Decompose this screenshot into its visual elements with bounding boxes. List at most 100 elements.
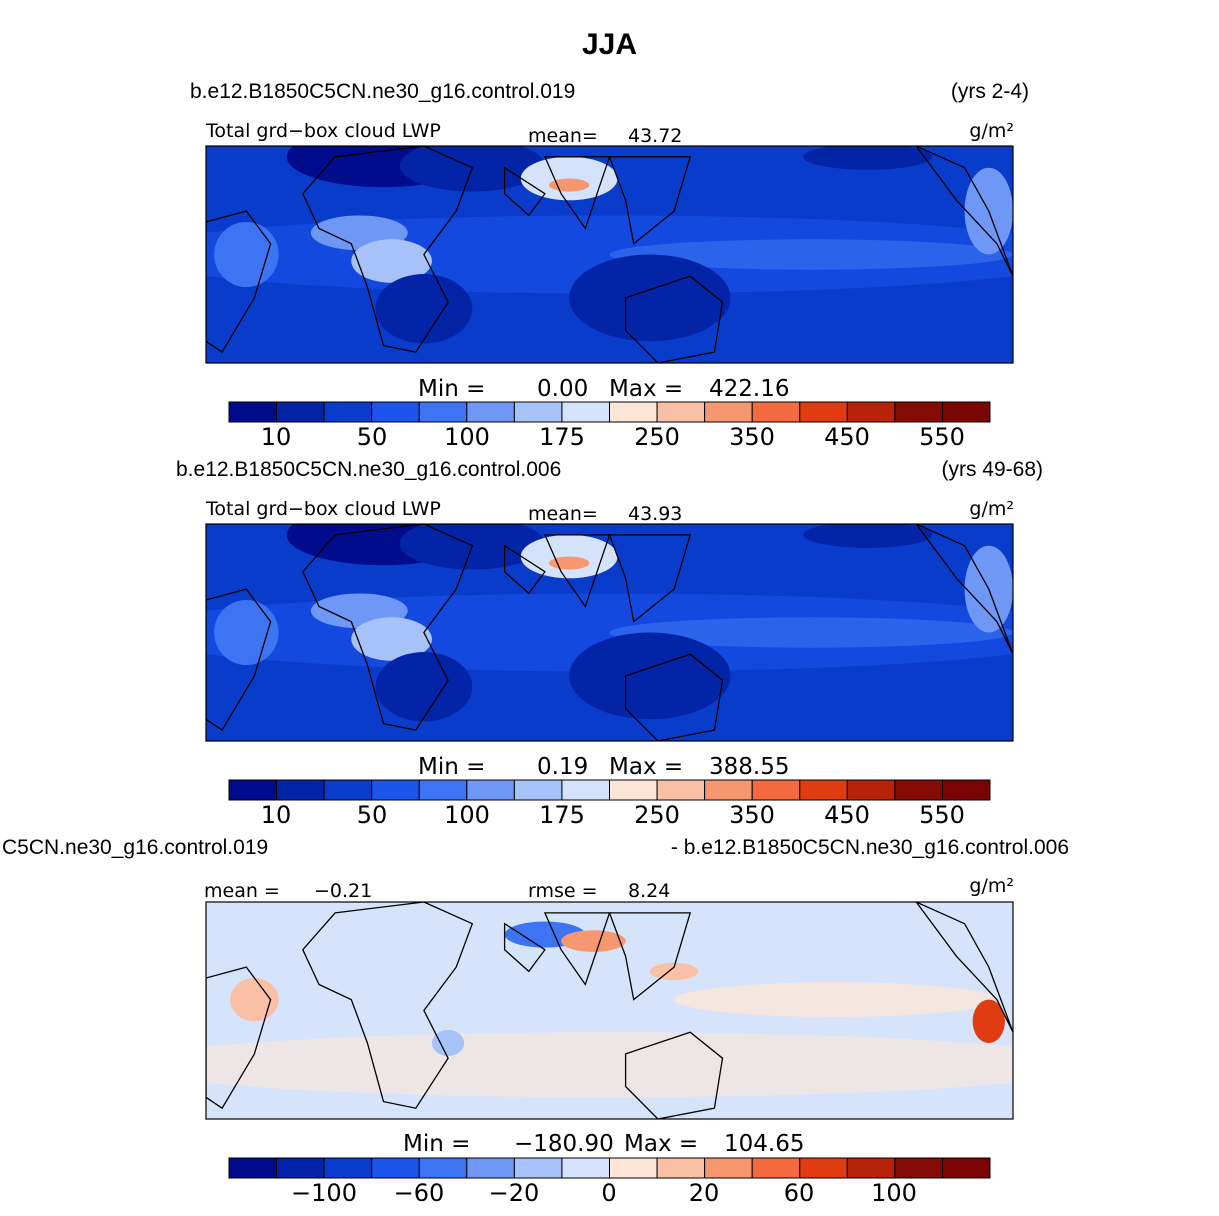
field-contour <box>803 524 933 548</box>
colorbar-box <box>513 1157 563 1179</box>
colorbar-box <box>799 779 848 801</box>
field-contour <box>206 1032 1013 1098</box>
colorbar-box <box>799 1157 848 1179</box>
panel1-cb-tick: 175 <box>539 423 585 451</box>
coastline <box>624 275 724 363</box>
colorbar-box <box>323 401 373 423</box>
panel1-cb-tick: 450 <box>824 423 870 451</box>
panel2-stat-value: 43.93 <box>628 503 683 525</box>
colorbar-box <box>894 779 943 801</box>
coastline <box>624 653 724 741</box>
field-contour <box>649 962 699 981</box>
panel1-frame <box>205 145 1014 364</box>
panel3-units: g/m² <box>969 875 1014 897</box>
field-contour <box>561 930 626 952</box>
colorbar-box <box>894 401 943 423</box>
panel1-min-value: 0.00 <box>537 376 589 402</box>
field-contour <box>972 999 1005 1044</box>
panel1-years-label: (yrs 2-4) <box>950 80 1029 103</box>
panel1-cb-tick: 50 <box>356 423 388 451</box>
field-contour <box>230 977 279 1022</box>
panel3-min-value: −180.90 <box>514 1131 614 1157</box>
panel3-mean-label: mean = <box>204 880 280 902</box>
coastline <box>503 544 546 595</box>
colorbar-box <box>656 401 706 423</box>
panel2-field-label: Total grd−box cloud LWP <box>206 498 441 520</box>
colorbar-box <box>466 1157 515 1179</box>
field-contour <box>609 239 1013 270</box>
panel2-map <box>206 524 1013 741</box>
panel1-max-value: 422.16 <box>709 376 790 402</box>
colorbar-box <box>846 779 896 801</box>
coastline <box>915 146 1013 277</box>
field-contour <box>351 617 432 661</box>
colorbar-box <box>513 401 563 423</box>
colorbar-box <box>846 401 896 423</box>
coastline <box>624 1031 724 1119</box>
panel3-cb-tick: 0 <box>601 1179 617 1207</box>
panel1-units: g/m² <box>969 120 1014 142</box>
colorbar-box <box>418 1157 468 1179</box>
panel3-cb-tick: 100 <box>871 1179 917 1207</box>
colorbar-box <box>704 779 753 801</box>
colorbar-box <box>228 401 278 423</box>
panel2-cb-tick: 10 <box>260 801 292 829</box>
panel3-cb-tick: 20 <box>688 1179 720 1207</box>
panel2-cb-tick: 450 <box>824 801 870 829</box>
panel1-cb-tick: 10 <box>260 423 292 451</box>
panel3-colorbar <box>228 1157 991 1179</box>
panel1-cb-tick: 550 <box>919 423 965 451</box>
panel3-rmse-label: rmse = <box>528 880 598 902</box>
colorbar-box <box>799 401 848 423</box>
panel1-max-label: Max = <box>609 376 684 402</box>
panel2-frame <box>205 523 1014 742</box>
colorbar-box <box>228 779 278 801</box>
field-contour <box>609 617 1013 648</box>
colorbar-box <box>561 1157 610 1179</box>
colorbar-box <box>371 1157 420 1179</box>
coastline <box>608 156 692 245</box>
panel1-colorbar <box>228 401 991 423</box>
panel2-units: g/m² <box>969 498 1014 520</box>
colorbar-box <box>513 779 563 801</box>
coastline <box>543 912 611 986</box>
coastline <box>543 534 611 608</box>
colorbar-box <box>941 401 991 423</box>
panel1-stat-label: mean= <box>528 125 598 147</box>
colorbar-box <box>704 401 753 423</box>
colorbar-box <box>609 779 658 801</box>
colorbar-box <box>656 779 706 801</box>
coastline <box>543 156 611 230</box>
panel3-max-label: Max = <box>624 1131 699 1157</box>
panel2-min-label: Min = <box>418 754 486 780</box>
coastline <box>608 912 692 1001</box>
panel3-cb-tick: −20 <box>488 1179 540 1207</box>
colorbar-box <box>466 779 515 801</box>
coastline <box>302 902 474 1109</box>
panel2-years-label: (yrs 49-68) <box>941 458 1043 481</box>
figure-title: JJA <box>581 28 638 61</box>
field-contour <box>674 982 997 1018</box>
panel2-cb-tick: 100 <box>444 801 490 829</box>
coastline <box>206 210 272 354</box>
panel1-min-label: Min = <box>418 376 486 402</box>
field-contour <box>431 1030 465 1057</box>
field-contour <box>375 652 473 722</box>
colorbar-box <box>323 779 373 801</box>
panel2-colorbar <box>228 779 991 801</box>
panel1-cb-tick: 350 <box>729 423 775 451</box>
field-contour <box>520 534 618 579</box>
coastline <box>915 902 1013 1033</box>
field-contour <box>351 239 432 283</box>
panel3-case-label-left: C5CN.ne30_g16.control.019 <box>2 836 269 859</box>
panel2-case-label: b.e12.B1850C5CN.ne30_g16.control.006 <box>176 458 562 481</box>
colorbar-box <box>561 779 610 801</box>
coastline <box>302 146 474 353</box>
panel1-cb-tick: 100 <box>444 423 490 451</box>
panel2-cb-tick: 550 <box>919 801 965 829</box>
panel3-cb-tick: −100 <box>291 1179 357 1207</box>
panel1-map <box>206 146 1013 363</box>
panel3-max-value: 104.65 <box>724 1131 805 1157</box>
field-contour <box>214 599 279 666</box>
panel2-min-value: 0.19 <box>537 754 589 780</box>
